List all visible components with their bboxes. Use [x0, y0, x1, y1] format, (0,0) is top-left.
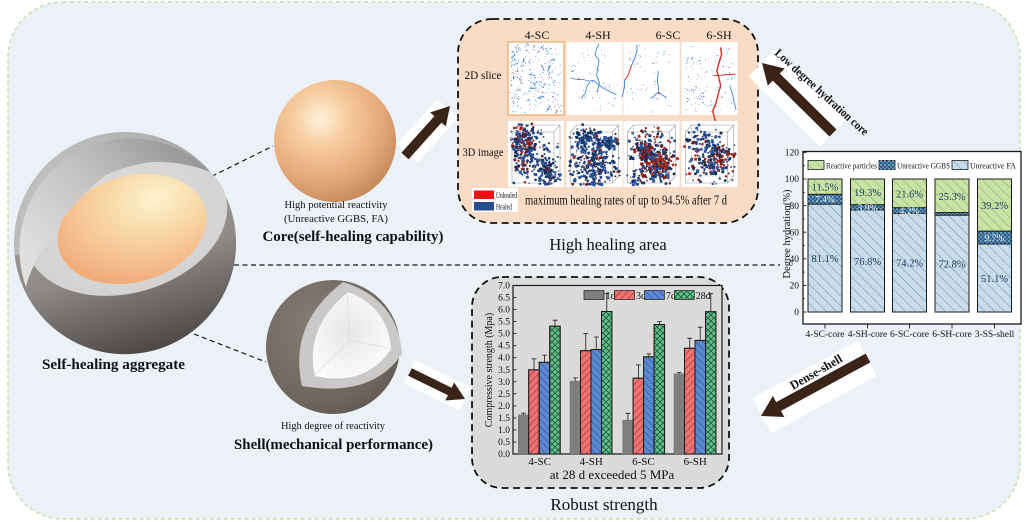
svg-text:3D image: 3D image: [463, 147, 504, 159]
svg-text:9.7%: 9.7%: [985, 234, 1005, 244]
svg-text:Self-healing aggregate: Self-healing aggregate: [42, 357, 185, 373]
svg-text:6-SH: 6-SH: [684, 456, 707, 468]
svg-text:0.5: 0.5: [498, 438, 510, 448]
svg-text:5.0: 5.0: [498, 330, 510, 340]
svg-text:2.5: 2.5: [498, 390, 510, 400]
svg-text:4-SH: 4-SH: [580, 456, 603, 468]
svg-text:Unreactive FA: Unreactive FA: [970, 161, 1017, 171]
svg-text:1d: 1d: [606, 291, 616, 302]
svg-text:20: 20: [790, 282, 800, 292]
svg-text:100: 100: [785, 175, 800, 185]
svg-text:5.5: 5.5: [498, 318, 510, 328]
svg-text:at 28 d exceeded 5 MPa: at 28 d exceeded 5 MPa: [550, 467, 675, 482]
svg-text:3-SS-shell: 3-SS-shell: [975, 330, 1015, 340]
svg-text:7d: 7d: [666, 291, 676, 302]
svg-text:81.1%: 81.1%: [811, 254, 838, 265]
svg-text:6-SH-core: 6-SH-core: [932, 330, 972, 340]
svg-text:1.0: 1.0: [498, 426, 510, 436]
svg-text:(Unreactive GGBS, FA): (Unreactive GGBS, FA): [284, 213, 388, 225]
svg-text:4.0: 4.0: [498, 354, 510, 364]
svg-text:4-SC: 4-SC: [528, 456, 551, 468]
svg-text:7.0: 7.0: [498, 282, 510, 292]
svg-text:0: 0: [794, 308, 799, 318]
svg-text:3.9%: 3.9%: [858, 204, 878, 214]
svg-text:39.2%: 39.2%: [981, 201, 1008, 212]
svg-text:6.0: 6.0: [498, 306, 510, 316]
svg-text:74.2%: 74.2%: [896, 259, 923, 270]
svg-text:3d: 3d: [636, 291, 646, 302]
svg-text:4-SH-core: 4-SH-core: [848, 330, 888, 340]
svg-text:Unreactive GGBS: Unreactive GGBS: [897, 161, 950, 171]
svg-text:4-SC-core: 4-SC-core: [805, 330, 844, 340]
svg-text:High degree of reactivity: High degree of reactivity: [281, 420, 385, 432]
svg-text:60: 60: [790, 228, 800, 238]
svg-text:19.3%: 19.3%: [854, 188, 881, 199]
svg-text:80: 80: [790, 202, 800, 212]
svg-text:51.1%: 51.1%: [981, 274, 1008, 285]
svg-text:1.5: 1.5: [498, 414, 510, 424]
svg-text:Healed: Healed: [496, 203, 512, 212]
svg-text:Unhealed: Unhealed: [496, 191, 517, 200]
svg-text:40: 40: [790, 255, 800, 265]
svg-text:4-SC: 4-SC: [525, 28, 550, 42]
svg-text:4-SH: 4-SH: [585, 28, 611, 42]
svg-text:3.5: 3.5: [498, 366, 510, 376]
svg-text:maximum healing rates of up to: maximum healing rates of up to 94.5% aft…: [525, 193, 727, 208]
svg-text:Degree hydration(%): Degree hydration(%): [782, 189, 793, 278]
svg-text:4.2%: 4.2%: [900, 207, 920, 217]
svg-text:Reactive particles: Reactive particles: [826, 161, 877, 171]
svg-text:7.4%: 7.4%: [815, 196, 835, 206]
svg-text:120: 120: [785, 149, 800, 159]
svg-text:28d: 28d: [696, 291, 711, 302]
svg-text:6-SC: 6-SC: [632, 456, 655, 468]
svg-text:6.5: 6.5: [498, 294, 510, 304]
svg-text:0.0: 0.0: [498, 450, 510, 460]
svg-text:Core(self-healing capability): Core(self-healing capability): [263, 229, 444, 245]
svg-text:Compressive strength (Mpa): Compressive strength (Mpa): [484, 313, 495, 427]
svg-text:6-SC: 6-SC: [656, 28, 681, 42]
svg-text:2.0: 2.0: [498, 402, 510, 412]
svg-text:25.3%: 25.3%: [938, 192, 965, 203]
svg-text:4.5: 4.5: [498, 342, 510, 352]
svg-text:11.5%: 11.5%: [812, 183, 839, 194]
svg-text:72.8%: 72.8%: [938, 260, 965, 271]
svg-text:Shell(mechanical performance): Shell(mechanical performance): [234, 437, 433, 453]
svg-text:6-SC-core: 6-SC-core: [890, 330, 929, 340]
svg-text:3.0: 3.0: [498, 378, 510, 388]
svg-text:21.6%: 21.6%: [896, 189, 923, 200]
svg-text:High healing area: High healing area: [549, 235, 667, 254]
svg-text:2D slice: 2D slice: [465, 70, 502, 82]
svg-text:High potential reactivity: High potential reactivity: [285, 199, 388, 211]
svg-text:Robust strength: Robust strength: [550, 495, 658, 514]
svg-text:76.8%: 76.8%: [854, 257, 881, 268]
svg-text:6-SH: 6-SH: [706, 28, 732, 42]
